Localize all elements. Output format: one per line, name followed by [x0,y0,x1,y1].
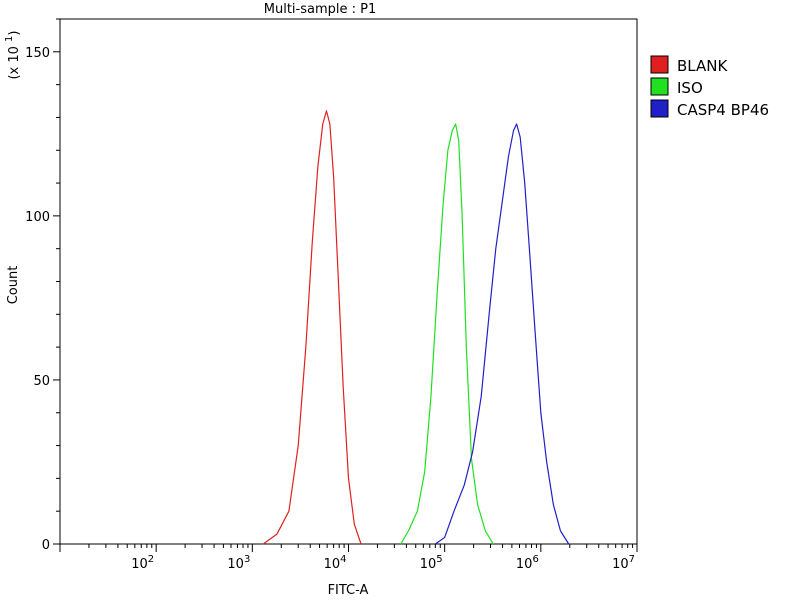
y-axis-label: Count [6,266,21,305]
x-axis-label: FITC-A [328,583,369,598]
x-tick-label: 104 [324,554,347,572]
x-tick-label: 106 [516,554,539,572]
series-layer [262,110,570,545]
x-axis: 102 103 104 105 106 107 [59,544,638,572]
legend-swatch [650,77,669,96]
x-tick-label: 102 [131,554,154,572]
plot-frame [59,18,638,545]
y-tick-label: 100 [25,210,50,225]
legend-label: ISO [677,79,703,97]
y-axis: 0 50 100 150 [25,18,60,553]
legend-swatch [650,55,669,74]
y-tick-label: 150 [25,46,50,61]
y-axis-multiplier: (x 10 1) [4,30,22,79]
series-line-blank [262,110,362,545]
y-tick-label: 50 [33,374,50,389]
y-multiplier-text: (x 10 [7,46,22,79]
y-tick-label: 0 [42,538,50,553]
legend-label: BLANK [677,57,728,75]
x-tick-label: 103 [227,554,250,572]
series-line-iso [400,123,494,545]
y-multiplier-exponent: 1 [4,36,15,42]
legend-label: CASP4 BP46 [677,101,769,119]
legend-swatch [650,99,669,118]
x-tick-label: 105 [420,554,443,572]
chart-title: Multi-sample : P1 [264,2,377,17]
series-line-casp4-bp46 [435,123,570,545]
y-multiplier-close: ) [7,30,22,35]
x-tick-label: 107 [612,554,635,572]
legend: BLANK ISO CASP4 BP46 [650,55,769,119]
